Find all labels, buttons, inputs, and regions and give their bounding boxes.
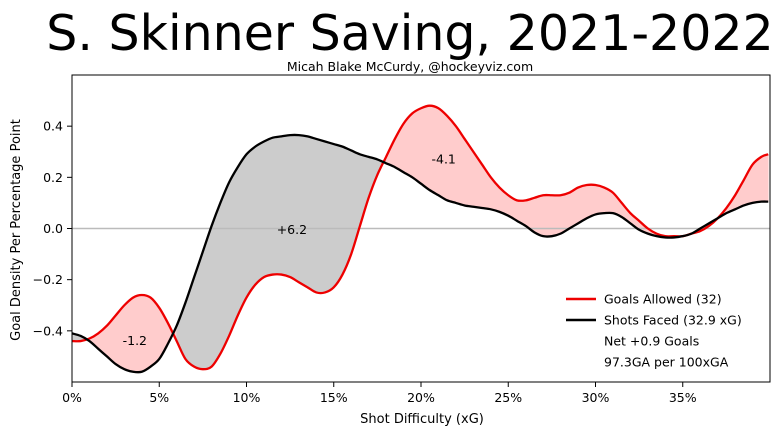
fill-segment [569,187,579,230]
legend: Goals Allowed (32) Shots Faced (32.9 xG) N… [566,292,742,370]
fill-segment [760,153,769,202]
fill-segment [254,140,265,286]
fill-segment [542,194,553,237]
series-goals-allowed-line [71,104,769,371]
x-axis-label: Shot Difficulty (xG) [360,412,484,427]
y-axis-label: Goal Density Per Percentage Point [9,119,24,341]
fill-segment [307,135,317,293]
fill-segment [298,134,308,288]
x-tick-label: 20% [407,390,435,405]
fill-segment [220,182,230,354]
fill-segment [560,192,570,235]
x-tick-label: 0% [62,390,82,405]
difference-fills [71,105,769,373]
fill-segment [551,194,561,237]
fill-segment [237,153,247,316]
fill-segment [333,143,343,289]
annotations: -1.2 +6.2 -4.1 [123,151,456,348]
x-tick-label: 10% [233,390,261,405]
fill-segment [246,145,256,299]
x-tick-label: 25% [494,390,522,405]
fill-segment [411,107,422,185]
y-tick-label: −0.4 [33,323,63,338]
fill-segment [289,134,300,283]
legend-entry: Goals Allowed (32) [604,292,722,307]
fill-segment [193,251,204,370]
chart-subtitle: Micah Blake McCurdy, @hockeyviz.com [287,59,533,74]
legend-note: 97.3GA per 100xGA [604,355,729,370]
y-tick-label: 0.0 [43,221,63,236]
fill-segment [534,194,544,237]
fill-segment [586,184,596,219]
y-tick-label: 0.4 [43,119,63,134]
x-axis-ticks: 0% 5% 10% 15% 20% 25% 30% 35% [62,382,697,405]
legend-entry: Shots Faced (32.9 xG) [604,313,742,328]
fill-segment [281,134,291,278]
series-lines [71,104,769,374]
plot-area: -1.2 +6.2 -4.1 [71,104,770,374]
annotation-label: +6.2 [277,222,307,237]
y-tick-label: −0.2 [33,272,63,287]
x-tick-label: 5% [149,390,169,405]
y-axis-ticks: −0.4 −0.2 0.0 0.2 0.4 [33,119,72,338]
fill-segment [263,137,273,278]
fill-segment [150,296,160,368]
fill-segment [473,150,483,209]
annotation-label: -4.1 [431,151,455,166]
fill-segment [228,165,239,337]
y-tick-label: 0.2 [43,170,63,185]
fill-segment [272,136,282,275]
fill-segment [595,184,605,215]
x-tick-label: 15% [320,390,348,405]
chart-title: S. Skinner Saving, 2021-2022 [46,5,773,62]
series-shots-faced-line [71,133,769,374]
x-tick-label: 35% [669,390,697,405]
annotation-label: -1.2 [123,333,147,348]
fill-segment [577,184,588,224]
fill-segment [315,138,326,293]
fill-segment [211,202,221,368]
x-tick-label: 30% [582,390,610,405]
fill-segment [420,105,431,191]
legend-note: Net +0.9 Goals [604,334,699,349]
fill-segment [324,141,335,293]
